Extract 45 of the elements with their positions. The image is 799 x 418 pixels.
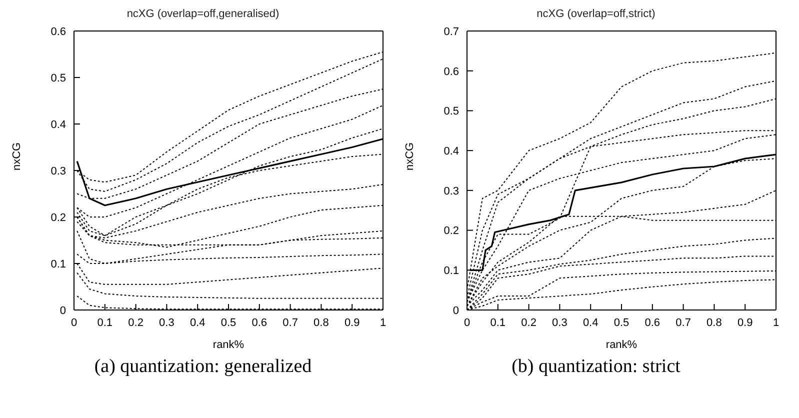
y-tick-label: 0.7 xyxy=(444,26,459,38)
y-tick-label: 0.2 xyxy=(50,212,66,224)
y-tick-label: 0.6 xyxy=(50,26,66,38)
x-tick-label: 0.9 xyxy=(737,316,753,329)
x-tick-label: 0.9 xyxy=(344,316,360,329)
x-tick-label: 0.4 xyxy=(190,316,206,329)
x-tick-label: 0.2 xyxy=(521,316,536,329)
x-tick-label: 0.2 xyxy=(128,316,144,329)
x-tick-label: 0.4 xyxy=(582,316,598,329)
y-tick-label: 0.1 xyxy=(444,265,459,278)
x-tick-label: 0 xyxy=(70,316,78,329)
y-axis-title: nxCG xyxy=(10,142,23,170)
x-tick-label: 0.5 xyxy=(614,316,630,329)
text: (a) quantization: generalized xyxy=(93,356,313,378)
chart-title: ncXG (overlap=off,strict) xyxy=(536,8,656,22)
x-tick-label: 0.1 xyxy=(97,316,113,329)
y-tick-label: 0 xyxy=(60,304,66,317)
y-tick-label: 0.5 xyxy=(444,106,459,118)
y-tick-label: 0.6 xyxy=(444,66,459,78)
y-tick-label: 0.2 xyxy=(444,225,459,238)
x-tick-label: 0.1 xyxy=(490,316,506,329)
x-tick-label: 0.7 xyxy=(676,316,691,329)
y-tick-label: 0.3 xyxy=(50,165,66,178)
x-tick-label: 0.3 xyxy=(159,316,174,329)
x-tick-label: 0.7 xyxy=(282,316,298,329)
y-tick-label: 0.3 xyxy=(444,185,459,198)
x-tick-label: 0 xyxy=(464,316,470,329)
y-tick-label: 0.5 xyxy=(50,72,66,84)
x-tick-label: 0.3 xyxy=(552,316,568,329)
x-axis-title: rank% xyxy=(606,339,638,351)
x-tick-label: 0.8 xyxy=(706,316,722,329)
x-tick-label: 1 xyxy=(772,316,780,329)
chart-title: ncXG (overlap=off,generalised) xyxy=(126,8,280,22)
y-tick-label: 0.4 xyxy=(50,118,66,131)
y-axis-title: nxCG xyxy=(404,142,416,170)
x-tick-label: 1 xyxy=(380,316,386,329)
y-tick-label: 0.4 xyxy=(444,145,459,158)
x-tick-label: 0.8 xyxy=(314,316,329,329)
x-axis-title: rank% xyxy=(212,339,244,351)
x-tick-label: 0.5 xyxy=(220,316,236,329)
y-tick-label: 0.1 xyxy=(50,258,66,270)
text: (b) quantization: strict xyxy=(510,356,682,378)
y-tick-label: 0 xyxy=(452,304,459,317)
x-tick-label: 0.6 xyxy=(252,316,268,329)
x-tick-label: 0.6 xyxy=(644,316,660,329)
